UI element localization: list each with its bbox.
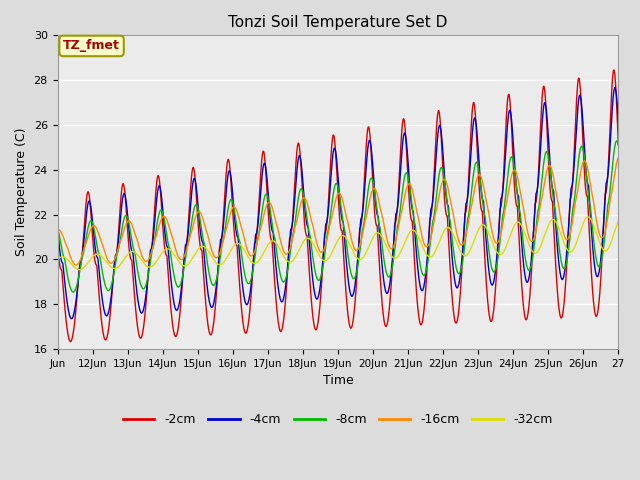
- Y-axis label: Soil Temperature (C): Soil Temperature (C): [15, 128, 28, 256]
- -32cm: [54, 256, 61, 262]
- -32cm: [326, 252, 334, 258]
- -2cm: [495, 216, 503, 221]
- Line: -4cm: -4cm: [58, 88, 618, 319]
- -4cm: [326, 180, 334, 185]
- -2cm: [610, 67, 618, 73]
- -8cm: [54, 226, 61, 231]
- -16cm: [312, 236, 319, 241]
- -32cm: [76, 267, 83, 273]
- Line: -8cm: -8cm: [58, 141, 618, 292]
- -8cm: [326, 212, 334, 218]
- -8cm: [614, 143, 622, 148]
- -32cm: [614, 218, 622, 224]
- -16cm: [598, 235, 606, 240]
- -8cm: [69, 289, 77, 295]
- -8cm: [312, 271, 319, 276]
- -2cm: [326, 161, 334, 167]
- -2cm: [83, 197, 90, 203]
- -4cm: [598, 241, 606, 247]
- -16cm: [614, 155, 622, 160]
- Text: TZ_fmet: TZ_fmet: [63, 39, 120, 52]
- -4cm: [614, 119, 622, 125]
- -2cm: [598, 248, 606, 253]
- -32cm: [584, 214, 592, 220]
- Title: Tonzi Soil Temperature Set D: Tonzi Soil Temperature Set D: [228, 15, 447, 30]
- -8cm: [83, 233, 90, 239]
- -2cm: [598, 253, 606, 259]
- -4cm: [495, 219, 503, 225]
- -32cm: [598, 246, 606, 252]
- -16cm: [54, 228, 61, 233]
- X-axis label: Time: Time: [323, 374, 353, 387]
- -8cm: [598, 253, 606, 259]
- -4cm: [312, 294, 319, 300]
- -2cm: [312, 327, 319, 333]
- -2cm: [67, 339, 74, 345]
- -4cm: [598, 238, 606, 244]
- -16cm: [598, 235, 606, 240]
- Legend: -2cm, -4cm, -8cm, -16cm, -32cm: -2cm, -4cm, -8cm, -16cm, -32cm: [118, 408, 558, 432]
- -4cm: [54, 226, 61, 231]
- -32cm: [83, 262, 90, 267]
- -8cm: [495, 244, 503, 250]
- -2cm: [614, 142, 622, 147]
- -8cm: [613, 138, 621, 144]
- -8cm: [598, 255, 606, 261]
- -16cm: [83, 239, 90, 245]
- -2cm: [54, 240, 61, 246]
- -32cm: [312, 246, 319, 252]
- -32cm: [495, 252, 503, 257]
- Line: -32cm: -32cm: [58, 217, 618, 270]
- -4cm: [83, 212, 90, 217]
- -4cm: [68, 316, 76, 322]
- -16cm: [72, 262, 80, 268]
- -16cm: [495, 236, 503, 242]
- Line: -16cm: -16cm: [58, 157, 618, 265]
- Line: -2cm: -2cm: [58, 70, 618, 342]
- -4cm: [611, 85, 619, 91]
- -16cm: [326, 219, 334, 225]
- -32cm: [599, 246, 607, 252]
